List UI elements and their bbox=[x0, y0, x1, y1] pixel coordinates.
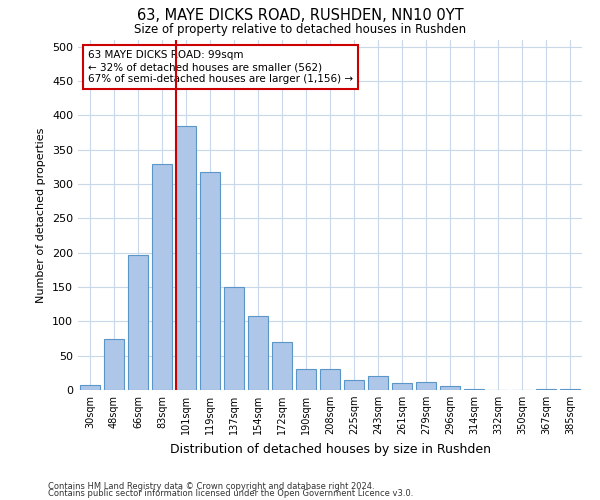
Bar bbox=[104, 338, 124, 390]
Bar bbox=[152, 164, 172, 390]
Bar bbox=[416, 382, 436, 390]
Text: 63 MAYE DICKS ROAD: 99sqm
← 32% of detached houses are smaller (562)
67% of semi: 63 MAYE DICKS ROAD: 99sqm ← 32% of detac… bbox=[88, 50, 353, 84]
Bar bbox=[176, 126, 196, 390]
Text: Contains public sector information licensed under the Open Government Licence v3: Contains public sector information licen… bbox=[48, 490, 413, 498]
Bar bbox=[368, 376, 388, 390]
Bar bbox=[80, 384, 100, 390]
Bar bbox=[560, 388, 580, 390]
Y-axis label: Number of detached properties: Number of detached properties bbox=[37, 128, 46, 302]
Text: 63, MAYE DICKS ROAD, RUSHDEN, NN10 0YT: 63, MAYE DICKS ROAD, RUSHDEN, NN10 0YT bbox=[137, 8, 463, 22]
Bar bbox=[224, 287, 244, 390]
Bar bbox=[200, 172, 220, 390]
Bar bbox=[128, 255, 148, 390]
Text: Size of property relative to detached houses in Rushden: Size of property relative to detached ho… bbox=[134, 22, 466, 36]
Bar bbox=[464, 388, 484, 390]
Bar bbox=[272, 342, 292, 390]
Bar bbox=[440, 386, 460, 390]
Bar bbox=[320, 370, 340, 390]
Text: Contains HM Land Registry data © Crown copyright and database right 2024.: Contains HM Land Registry data © Crown c… bbox=[48, 482, 374, 491]
Bar bbox=[392, 383, 412, 390]
Bar bbox=[296, 370, 316, 390]
X-axis label: Distribution of detached houses by size in Rushden: Distribution of detached houses by size … bbox=[170, 442, 491, 456]
Bar bbox=[344, 380, 364, 390]
Bar bbox=[248, 316, 268, 390]
